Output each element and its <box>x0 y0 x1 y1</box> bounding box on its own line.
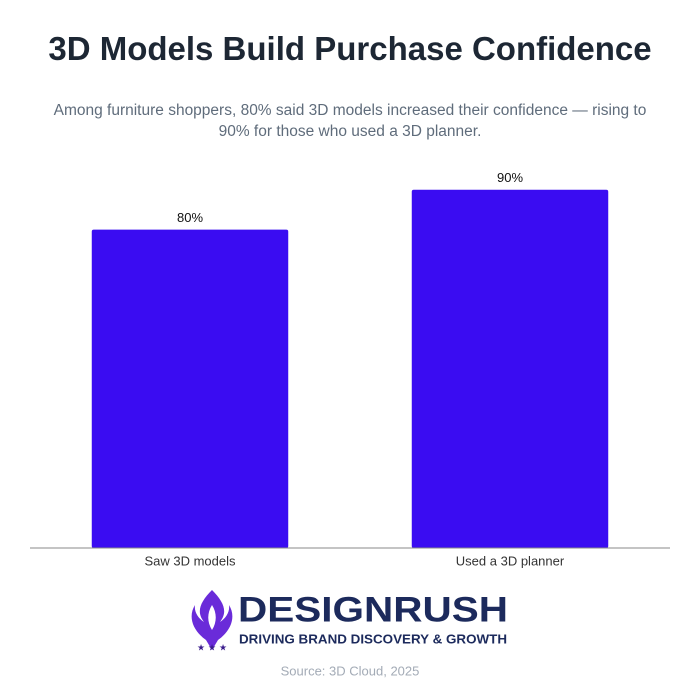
chart-title: 3D Models Build Purchase Confidence <box>48 30 652 67</box>
brand-tagline: DRIVING BRAND DISCOVERY & GROWTH <box>239 631 507 646</box>
brand-name: DESIGNRUSH <box>238 590 508 629</box>
bar <box>411 189 609 549</box>
svg-text:★: ★ <box>208 642 216 652</box>
svg-text:★: ★ <box>197 642 205 652</box>
source-note: Source: 3D Cloud, 2025 <box>281 663 420 678</box>
brand-logo-icon: ★ ★ ★ <box>191 590 233 652</box>
value-label: 80% <box>177 210 203 225</box>
x-tick-label: Saw 3D models <box>144 553 236 568</box>
svg-text:★: ★ <box>219 642 227 652</box>
value-label: 90% <box>497 170 523 185</box>
bar <box>91 229 289 548</box>
chart-subtitle: Among furniture shoppers, 80% said 3D mo… <box>53 102 647 140</box>
x-tick-label: Used a 3D planner <box>456 553 565 568</box>
